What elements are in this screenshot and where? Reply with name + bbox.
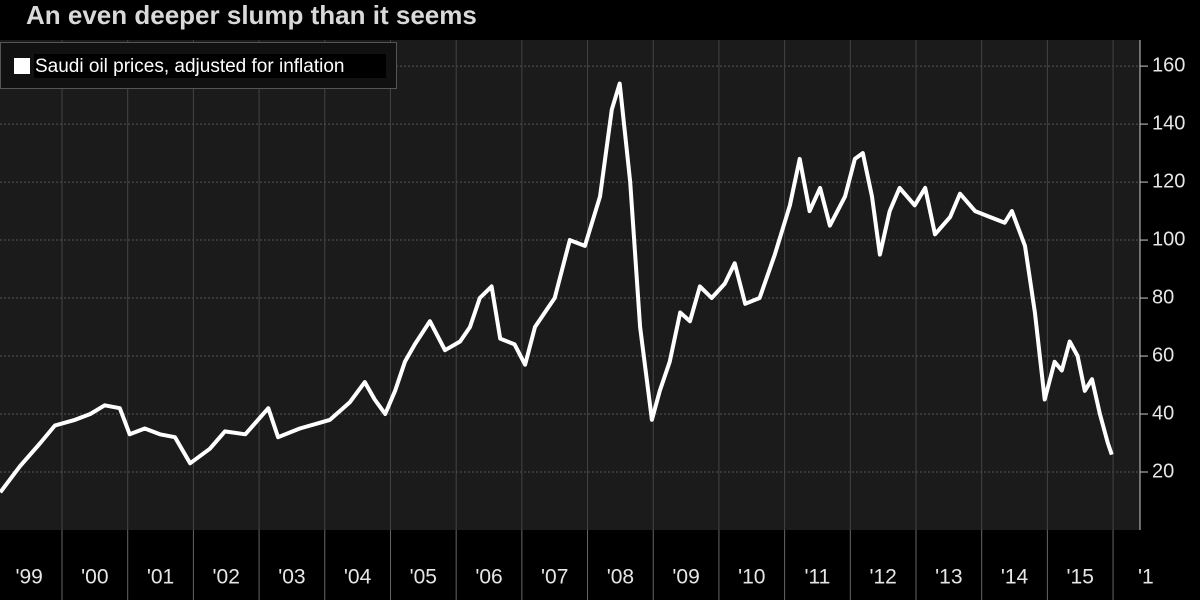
chart-title: An even deeper slump than it seems [26,0,477,30]
x-tick-label: '99 [15,566,42,589]
legend-label: Saudi oil prices, adjusted for inflation [35,56,344,77]
x-tick-label: '06 [475,566,502,589]
x-tick-label: '15 [1067,566,1094,589]
x-tick-label: '08 [607,566,634,589]
y-tick-label: 20 [1152,460,1174,482]
y-tick-label: 60 [1152,344,1174,366]
y-tick-label: 40 [1152,402,1174,424]
x-tick-label: '05 [410,566,437,589]
x-tick-label: '07 [541,566,568,589]
x-tick-label: '11 [805,566,831,589]
x-tick-label: '13 [935,566,962,589]
y-tick-label: 140 [1152,112,1185,134]
x-tick-label: '01 [147,566,174,589]
x-tick-label: '09 [672,566,699,589]
x-tick-label: '10 [738,566,765,589]
x-tick-label: '12 [869,566,896,589]
x-tick-label: '1 [1138,566,1154,589]
y-tick-label: 100 [1152,228,1185,250]
x-tick-label: '03 [278,566,305,589]
y-tick-label: 80 [1152,286,1174,308]
plot-area [0,40,1140,530]
x-tick-label: '02 [213,566,240,589]
y-tick-label: 160 [1152,54,1185,76]
x-tick-label: '14 [1001,566,1029,589]
line [0,81,1114,494]
x-tick-label: '04 [344,566,372,589]
legend-text-bg [34,54,386,78]
x-tick-label: '00 [81,566,108,589]
y-tick-label: 120 [1152,170,1185,192]
legend-swatch [14,58,30,74]
